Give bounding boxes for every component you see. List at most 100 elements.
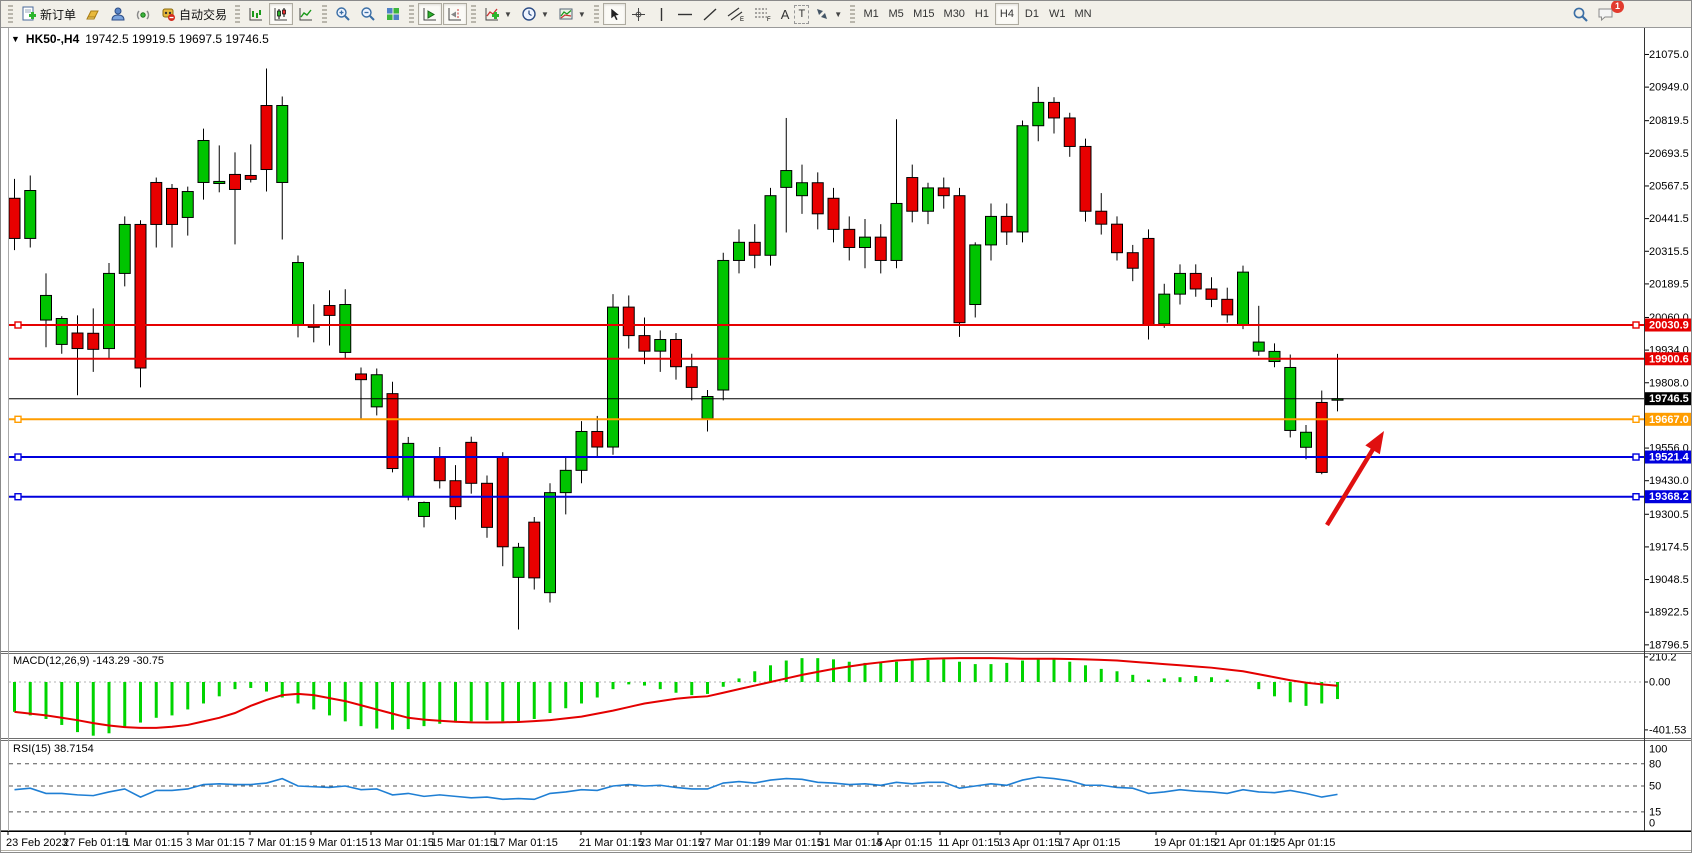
templates-button[interactable]: ▼ [554,3,590,25]
candle-body [1174,272,1186,295]
macd-axis-label: 210.2 [1649,651,1677,663]
candle-body [859,236,871,249]
toolbar: 新订单 自动交易 [1,1,1691,28]
text-tool-icon: A [780,6,790,22]
toolbar-grip[interactable] [235,5,241,23]
zoom-out-button[interactable] [356,3,380,25]
candle-body [134,223,147,369]
line-handle[interactable] [1632,321,1640,329]
periods-button[interactable]: ▼ [517,3,553,25]
time-tick-label: 17 Apr 01:15 [1058,837,1120,849]
annotation-arrow-shaft[interactable] [1325,445,1377,527]
tab-timeframe-m5[interactable]: M5 [884,3,908,25]
line-handle[interactable] [14,321,22,329]
notifications-button[interactable]: 1 [1593,1,1624,25]
tab-timeframe-h4[interactable]: H4 [994,3,1019,25]
tab-timeframe-m30[interactable]: M30 [940,3,969,25]
time-tick-label: 15 Mar 01:15 [431,837,496,849]
signals-button[interactable] [131,3,155,25]
label-tool-button[interactable]: T [794,4,810,24]
candle-body [323,305,336,316]
zoom-in-button[interactable] [331,3,355,25]
line-handle[interactable] [14,493,22,501]
toolbar-grip[interactable] [593,5,599,23]
candle-body [1189,272,1202,290]
auto-scroll-button[interactable] [418,3,443,25]
candle-body [433,456,446,482]
line-handle[interactable] [14,453,22,461]
cursor-tool-button[interactable] [602,3,626,25]
candle-body [685,366,698,388]
time-tick-label: 29 Mar 01:15 [758,837,823,849]
tab-timeframe-mn[interactable]: MN [1070,3,1095,25]
annotation-arrow-head[interactable] [1365,431,1384,455]
candle-body [874,236,887,261]
line-handle[interactable] [1632,493,1640,501]
candle-body [764,195,777,256]
candlestick-chart-button[interactable] [269,3,294,25]
candle-body [796,182,808,197]
community-button[interactable] [106,3,130,25]
macd-axis-label: -401.53 [1649,724,1686,736]
rsi-axis-label: 15 [1649,806,1661,818]
crosshair-icon [631,7,645,21]
candle-body [292,262,304,327]
indicators-button[interactable]: ▼ [480,3,516,25]
search-button[interactable] [1568,3,1593,25]
toolbar-grip[interactable] [322,5,328,23]
new-order-icon [22,6,36,21]
fibonacci-tool-button[interactable]: F [750,3,776,25]
zoom-out-icon [361,7,375,21]
time-tick-label: 25 Apr 01:15 [1273,837,1335,849]
channel-tool-button[interactable]: E [723,3,749,25]
candle-body [733,241,745,261]
line-handle[interactable] [1632,415,1640,423]
tab-timeframe-h1[interactable]: H1 [970,3,994,25]
crosshair-tool-button[interactable] [627,3,650,25]
candle-body [638,335,651,352]
price-line-label-bg [1645,490,1691,504]
candle-body [418,501,430,517]
candle-body [528,521,541,579]
candle-body [118,223,131,274]
candle-body [370,374,383,408]
auto-trading-icon [162,8,176,21]
vertical-line-tool-button[interactable] [651,3,672,25]
tile-windows-button[interactable] [381,3,405,25]
line-handle[interactable] [14,415,22,423]
candle-body [890,202,903,261]
chart-shift-button[interactable] [443,3,468,25]
toolbar-grip[interactable] [8,5,13,23]
text-tool-button[interactable]: A [777,3,794,25]
candle-body [906,177,919,212]
price-tick-label: 19808.0 [1649,377,1689,389]
auto-trading-button[interactable]: 自动交易 [156,3,231,25]
price-tick-label: 19048.5 [1649,574,1689,586]
candle-body [670,338,682,368]
line-handle[interactable] [1632,453,1640,461]
candle-body [481,482,493,528]
trendline-tool-button[interactable] [698,3,722,25]
new-order-button[interactable]: 新订单 [17,3,80,25]
line-chart-button[interactable] [294,3,318,25]
arrows-tool-button[interactable]: ▼ [810,3,846,25]
gold-button[interactable] [81,3,105,25]
candle-body [229,173,241,190]
toolbar-grip[interactable] [850,5,856,23]
price-tick-label: 20189.5 [1649,278,1689,290]
price-line-label: 19746.5 [1649,393,1689,405]
candle-body [748,241,761,256]
tab-timeframe-w1[interactable]: W1 [1045,3,1070,25]
candle-body [103,272,115,350]
horizontal-line-tool-button[interactable] [673,3,697,25]
candle-body [953,195,966,324]
bar-chart-button[interactable] [244,3,268,25]
tab-timeframe-d1[interactable]: D1 [1020,3,1044,25]
collapse-triangle-icon[interactable]: ▼ [11,34,20,44]
toolbar-grip[interactable] [471,5,477,23]
toolbar-grip[interactable] [409,5,415,23]
tab-timeframe-m1[interactable]: M1 [859,3,883,25]
tab-timeframe-m15[interactable]: M15 [909,3,938,25]
candle-body [622,306,635,337]
